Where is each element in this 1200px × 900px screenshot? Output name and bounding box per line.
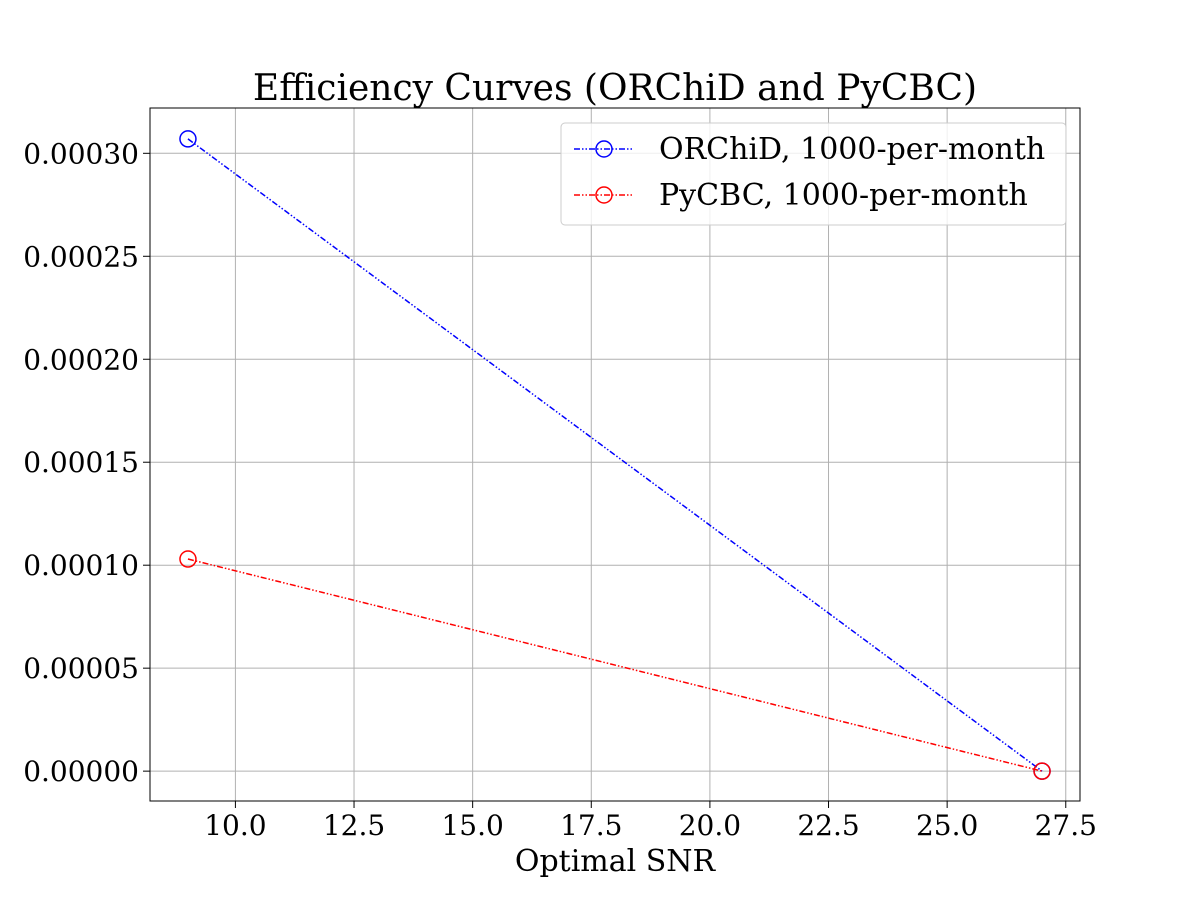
y-tick-label: 0.00015	[23, 446, 139, 479]
y-tick-label: 0.00005	[23, 652, 139, 685]
x-tick-label: 25.0	[916, 809, 978, 842]
data-point-series-2	[1033, 762, 1051, 780]
plot-frame	[149, 107, 1081, 802]
x-tick-label: 17.5	[560, 809, 622, 842]
y-tick-label: 0.00020	[23, 343, 139, 376]
x-axis-label: Optimal SNR	[515, 844, 717, 879]
x-tick-label: 15.0	[441, 809, 503, 842]
legend: ORChiD, 1000-per-month PyCBC, 1000-per-mo…	[560, 122, 1067, 226]
series-layer	[179, 130, 1051, 780]
data-point-series-2	[179, 550, 197, 568]
legend-label: PyCBC, 1000-per-month	[659, 178, 1028, 213]
x-tick-label: 22.5	[797, 809, 859, 842]
legend-swatch-marker	[595, 186, 613, 204]
chart-title: Efficiency Curves (ORChiD and PyCBC)	[253, 68, 977, 109]
series-line-2	[187, 558, 1043, 772]
x-tick-label: 27.5	[1035, 809, 1097, 842]
x-tick-label: 10.0	[204, 809, 266, 842]
x-tick-label: 20.0	[679, 809, 741, 842]
y-tick-label: 0.00030	[23, 137, 139, 170]
legend-label: ORChiD, 1000-per-month	[659, 132, 1045, 167]
data-point-series-1	[179, 130, 197, 148]
x-tick-label: 12.5	[323, 809, 385, 842]
y-tick-label: 0.00025	[23, 240, 139, 273]
legend-box	[560, 122, 1067, 226]
y-tick-label: 0.00000	[23, 755, 139, 788]
legend-swatch-marker	[595, 140, 613, 158]
tick-layer: 10.0 12.5 15.0 17.5 20.0 22.5 25.0 27.5 0.00000 0…	[23, 137, 1097, 842]
y-tick-label: 0.00010	[23, 549, 139, 582]
series-line-1	[187, 138, 1043, 772]
